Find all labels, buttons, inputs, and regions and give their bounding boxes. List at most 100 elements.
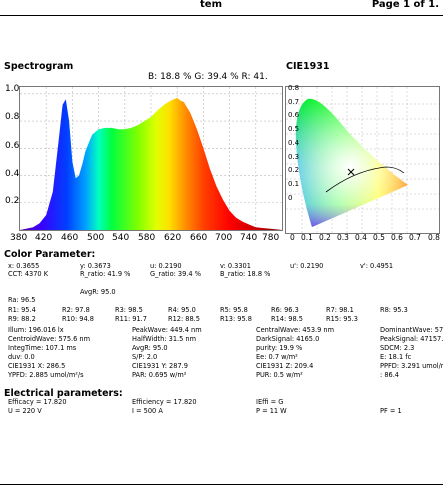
y-tick: 0.4 — [288, 138, 300, 147]
value-b-ratio: B_ratio: 18.8 % — [220, 270, 271, 278]
y-tick: 0.6 — [288, 111, 300, 120]
x-tick: 0 — [290, 233, 295, 242]
value-r4: R4: 95.0 — [168, 306, 196, 314]
spectrum-svg — [20, 87, 282, 230]
value-e: E: 18.1 fc — [380, 353, 412, 361]
electrical-title: Electrical parameters: — [4, 388, 123, 399]
value-r9: R9: 88.2 — [8, 315, 36, 323]
value-current: I = 500 A — [132, 407, 163, 415]
value-r10: R10: 94.8 — [62, 315, 94, 323]
value-halfwidth: HalfWidth: 31.5 nm — [132, 335, 197, 343]
measurement-row-3: IntegTime: 107.1 ms AvgR: 95.0 purity: 1… — [0, 344, 443, 354]
y-tick: 0.3 — [288, 152, 300, 161]
y-tick: 0.4 — [5, 169, 20, 179]
electrical-row-2: U = 220 V I = 500 A P = 11 W PF = 1 — [0, 407, 443, 417]
value-pur: PUR: 0.5 w/m² — [256, 371, 303, 379]
y-tick: 0.6 — [5, 141, 20, 151]
value-r1: R1: 95.4 — [8, 306, 36, 314]
value-cie-z: CIE1931 Z: 209.4 — [256, 362, 314, 370]
value-dominantwave: DominantWave: 57 — [380, 326, 443, 334]
x-tick: 660 — [190, 233, 208, 243]
value-u: u: 0.2190 — [150, 262, 182, 270]
cie-y-ticks: 0.8 0.7 0.6 0.5 0.4 0.3 0.2 0.1 0 — [288, 82, 299, 205]
value-ppfd: PPFD: 3.291 umol/m² — [380, 362, 443, 370]
x-tick: 420 — [35, 233, 53, 243]
color-parameter-title: Color Parameter: — [4, 249, 96, 260]
y-tick: 0.8 — [5, 112, 20, 122]
value-efficiency: Efficiency = 17.820 — [132, 398, 197, 406]
rgb-ratio-text: B: 18.8 % G: 39.4 % R: 41. — [148, 72, 268, 82]
value-avgr-2: AvgR: 95.0 — [132, 344, 168, 352]
value-cie-y: CIE1931 Y: 287.9 — [132, 362, 188, 370]
value-centroidwave: CentroidWave: 575.6 nm — [8, 335, 91, 343]
y-tick: 0.1 — [288, 179, 300, 188]
measurement-row-6: YPFD: 2.885 umol/m²/s PAR: 0.695 w/m² PU… — [0, 371, 443, 381]
planckian-locus — [325, 166, 405, 193]
value-x: x: 0.3655 — [8, 262, 40, 270]
value-integtime: IntegTime: 107.1 ms — [8, 344, 77, 352]
value-truncated: : 86.4 — [380, 371, 399, 379]
electrical-row-1: Efficacy = 17.820 Efficiency = 17.820 IE… — [0, 398, 443, 408]
value-y: y: 0.3673 — [80, 262, 111, 270]
chromaticity-row: x: 0.3655 y: 0.3673 u: 0.2190 v: 0.3301 … — [0, 262, 443, 272]
y-tick: 0.2 — [288, 166, 300, 175]
value-peaksignal: PeakSignal: 47157. — [380, 335, 443, 343]
system-name: tem — [200, 0, 222, 10]
value-r7: R7: 98.1 — [326, 306, 354, 314]
y-tick: 0.8 — [288, 84, 300, 92]
avgr-row: AvgR: 95.0 — [0, 288, 443, 298]
x-tick: 700 — [215, 233, 233, 243]
cie-title: CIE1931 — [286, 61, 330, 72]
x-tick: 620 — [164, 233, 182, 243]
value-peakwave: PeakWave: 449.4 nm — [132, 326, 202, 334]
value-v-prime: v': 0.4951 — [360, 262, 394, 270]
value-r2: R2: 97.8 — [62, 306, 90, 314]
y-tick: 0 — [288, 193, 293, 202]
value-avgr: AvgR: 95.0 — [80, 288, 116, 296]
x-tick: 460 — [61, 233, 79, 243]
x-tick: 380 — [10, 233, 28, 243]
value-r14: R14: 98.5 — [271, 315, 303, 323]
value-pf: PF = 1 — [380, 407, 402, 415]
value-ieffi: IEffi = G — [256, 398, 284, 406]
cie-diagram — [285, 86, 440, 234]
cie-gamut — [295, 98, 408, 227]
y-tick: 0.7 — [288, 97, 300, 106]
value-r-ratio: R_ratio: 41.9 % — [80, 270, 131, 278]
value-power: P = 11 W — [256, 407, 287, 415]
value-r5: R5: 95.8 — [220, 306, 248, 314]
chromaticity-point-marker — [347, 168, 355, 176]
y-tick: 1.0 — [5, 84, 20, 94]
ra-row: Ra: 96.5 — [0, 296, 443, 306]
x-tick: 0.3 — [337, 233, 349, 242]
spectrogram-plot — [19, 86, 283, 231]
value-efficacy: Efficacy = 17.820 — [8, 398, 67, 406]
measurement-row-2: CentroidWave: 575.6 nm HalfWidth: 31.5 n… — [0, 335, 443, 345]
x-tick: 0.5 — [373, 233, 385, 242]
x-tick: 0.8 — [428, 233, 440, 242]
value-g-ratio: G_ratio: 39.4 % — [150, 270, 201, 278]
x-tick: 540 — [112, 233, 130, 243]
value-r6: R6: 96.3 — [271, 306, 299, 314]
page-number: Page 1 of 1. — [371, 0, 439, 10]
rindex-row-1: R1: 95.4 R2: 97.8 R3: 98.5 R4: 95.0 R5: … — [0, 306, 443, 316]
value-r15: R15: 95.3 — [326, 315, 358, 323]
value-cct: CCT: 4370 K — [8, 270, 49, 278]
cie-svg — [286, 87, 439, 233]
x-tick: 500 — [87, 233, 105, 243]
x-tick: 0.2 — [319, 233, 331, 242]
spectrogram-title: Spectrogram — [4, 61, 74, 72]
x-tick: 0.4 — [355, 233, 367, 242]
value-ypfd: YPFD: 2.885 umol/m²/s — [8, 371, 84, 379]
value-illum: Illum: 196.016 lx — [8, 326, 64, 334]
value-r13: R13: 95.8 — [220, 315, 252, 323]
x-tick: 740 — [240, 233, 258, 243]
header-divider — [0, 15, 443, 16]
value-sp: S/P: 2.0 — [132, 353, 158, 361]
value-ra: Ra: 96.5 — [8, 296, 36, 304]
rindex-row-2: R9: 88.2 R10: 94.8 R11: 91.7 R12: 88.5 R… — [0, 315, 443, 325]
measurement-row-1: Illum: 196.016 lx PeakWave: 449.4 nm Cen… — [0, 326, 443, 336]
spectrum-area — [20, 97, 282, 230]
x-tick: 0.7 — [409, 233, 421, 242]
value-v: v: 0.3301 — [220, 262, 251, 270]
